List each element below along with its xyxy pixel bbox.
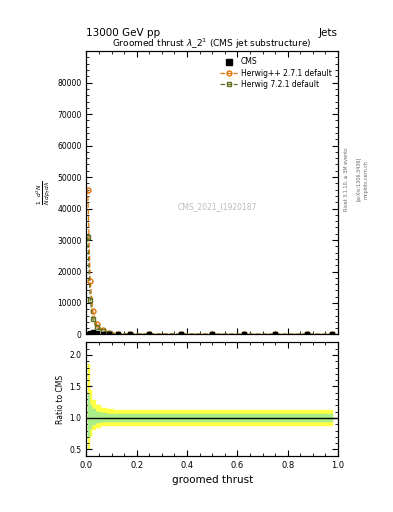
CMS bbox=[210, 331, 215, 337]
Text: CMS_2021_I1920187: CMS_2021_I1920187 bbox=[178, 202, 257, 211]
Herwig 7.2.1 default bbox=[88, 297, 93, 303]
CMS bbox=[85, 331, 90, 337]
Herwig 7.2.1 default bbox=[241, 331, 246, 337]
CMS bbox=[241, 331, 246, 337]
CMS bbox=[147, 331, 152, 337]
Herwig 7.2.1 default bbox=[273, 331, 277, 337]
Herwig++ 2.7.1 default bbox=[85, 186, 90, 193]
Line: Herwig++ 2.7.1 default: Herwig++ 2.7.1 default bbox=[85, 187, 334, 337]
Herwig 7.2.1 default bbox=[329, 331, 334, 337]
Herwig++ 2.7.1 default bbox=[329, 331, 334, 337]
Text: mcplots.cern.ch: mcplots.cern.ch bbox=[364, 160, 369, 199]
Herwig 7.2.1 default bbox=[210, 331, 215, 337]
Herwig++ 2.7.1 default bbox=[304, 331, 309, 337]
Herwig++ 2.7.1 default bbox=[94, 322, 99, 328]
CMS bbox=[88, 330, 93, 336]
CMS bbox=[128, 331, 133, 337]
Herwig++ 2.7.1 default bbox=[107, 330, 112, 336]
Herwig++ 2.7.1 default bbox=[128, 331, 133, 337]
Line: Herwig 7.2.1 default: Herwig 7.2.1 default bbox=[85, 234, 334, 337]
Herwig 7.2.1 default bbox=[90, 315, 95, 322]
Herwig++ 2.7.1 default bbox=[90, 308, 95, 314]
Text: Rivet 3.1.10, ≥ 3M events: Rivet 3.1.10, ≥ 3M events bbox=[344, 147, 349, 211]
Title: Groomed thrust $\lambda\_2^1$ (CMS jet substructure): Groomed thrust $\lambda\_2^1$ (CMS jet s… bbox=[112, 37, 312, 51]
Y-axis label: Ratio to CMS: Ratio to CMS bbox=[56, 374, 65, 423]
CMS bbox=[304, 331, 309, 337]
Text: [arXiv:1306.3436]: [arXiv:1306.3436] bbox=[356, 157, 361, 201]
Y-axis label: $\frac{1}{N}\frac{d^2N}{dp_T d\lambda}$: $\frac{1}{N}\frac{d^2N}{dp_T d\lambda}$ bbox=[35, 180, 53, 205]
X-axis label: groomed thrust: groomed thrust bbox=[172, 475, 253, 485]
Herwig++ 2.7.1 default bbox=[88, 278, 93, 284]
CMS bbox=[94, 330, 99, 336]
Herwig++ 2.7.1 default bbox=[101, 327, 105, 333]
Herwig 7.2.1 default bbox=[147, 331, 152, 337]
Herwig 7.2.1 default bbox=[107, 330, 112, 336]
Herwig++ 2.7.1 default bbox=[241, 331, 246, 337]
Herwig++ 2.7.1 default bbox=[273, 331, 277, 337]
Herwig 7.2.1 default bbox=[304, 331, 309, 337]
Herwig++ 2.7.1 default bbox=[147, 331, 152, 337]
Herwig++ 2.7.1 default bbox=[116, 331, 120, 337]
CMS bbox=[101, 330, 105, 336]
CMS bbox=[107, 331, 112, 337]
CMS bbox=[116, 331, 120, 337]
Herwig 7.2.1 default bbox=[94, 324, 99, 330]
Legend: CMS, Herwig++ 2.7.1 default, Herwig 7.2.1 default: CMS, Herwig++ 2.7.1 default, Herwig 7.2.… bbox=[218, 55, 334, 91]
Herwig 7.2.1 default bbox=[128, 331, 133, 337]
CMS bbox=[178, 331, 183, 337]
Line: CMS: CMS bbox=[85, 330, 334, 337]
Herwig 7.2.1 default bbox=[101, 328, 105, 334]
CMS bbox=[90, 329, 95, 335]
Text: 13000 GeV pp: 13000 GeV pp bbox=[86, 28, 161, 38]
Herwig 7.2.1 default bbox=[116, 331, 120, 337]
Herwig++ 2.7.1 default bbox=[210, 331, 215, 337]
Herwig 7.2.1 default bbox=[85, 234, 90, 240]
CMS bbox=[329, 331, 334, 337]
CMS bbox=[273, 331, 277, 337]
Herwig 7.2.1 default bbox=[178, 331, 183, 337]
Text: Jets: Jets bbox=[319, 28, 338, 38]
Herwig++ 2.7.1 default bbox=[178, 331, 183, 337]
